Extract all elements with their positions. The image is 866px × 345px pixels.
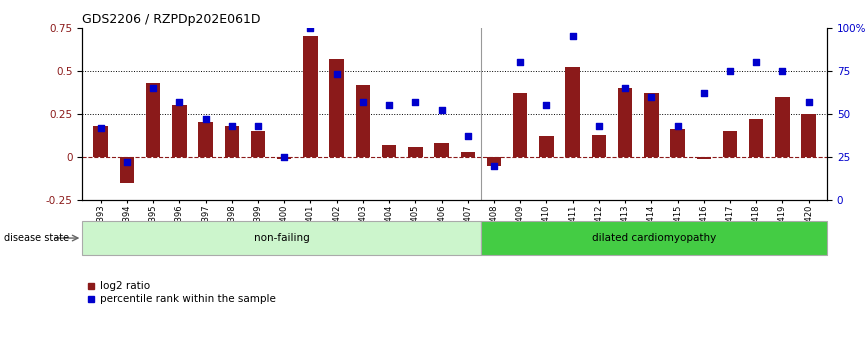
Bar	[145, 83, 160, 157]
Bar	[618, 88, 632, 157]
Point	[776, 68, 790, 73]
Bar	[356, 85, 370, 157]
Bar	[540, 136, 553, 157]
Text: dilated cardiomyopathy: dilated cardiomyopathy	[592, 233, 716, 243]
Bar	[565, 67, 580, 157]
Bar	[94, 126, 108, 157]
Point	[94, 125, 107, 130]
Bar	[513, 93, 527, 157]
Point	[802, 99, 816, 105]
Point	[277, 154, 291, 160]
Bar	[329, 59, 344, 157]
Bar	[749, 119, 764, 157]
Point	[382, 102, 396, 108]
Point	[565, 33, 579, 39]
Bar	[670, 129, 685, 157]
Bar	[591, 135, 606, 157]
Bar	[696, 157, 711, 159]
Point	[697, 90, 711, 96]
Point	[225, 123, 239, 129]
Bar	[461, 152, 475, 157]
Bar	[435, 143, 449, 157]
Bar	[277, 157, 291, 159]
Bar	[801, 114, 816, 157]
Bar	[644, 93, 658, 157]
Bar	[408, 147, 423, 157]
Point	[461, 134, 475, 139]
Text: non-failing: non-failing	[254, 233, 310, 243]
Point	[592, 123, 606, 129]
Bar	[487, 157, 501, 166]
Bar	[775, 97, 790, 157]
Bar	[172, 105, 186, 157]
Point	[172, 99, 186, 105]
Point	[723, 68, 737, 73]
Bar	[382, 145, 397, 157]
Bar	[198, 122, 213, 157]
Point	[198, 116, 212, 122]
Bar	[303, 36, 318, 157]
Point	[618, 85, 632, 91]
Point	[644, 94, 658, 99]
Point	[251, 123, 265, 129]
Bar	[224, 126, 239, 157]
Text: GDS2206 / RZPDp202E061D: GDS2206 / RZPDp202E061D	[82, 13, 261, 27]
Bar	[82, 221, 481, 255]
Bar	[251, 131, 265, 157]
Point	[487, 163, 501, 168]
Point	[435, 108, 449, 113]
Point	[670, 123, 684, 129]
Point	[356, 99, 370, 105]
Bar	[481, 221, 827, 255]
Point	[409, 99, 423, 105]
Point	[120, 159, 133, 165]
Text: disease state: disease state	[4, 233, 69, 243]
Point	[330, 71, 344, 77]
Point	[514, 59, 527, 65]
Bar	[120, 157, 134, 183]
Bar	[723, 131, 737, 157]
Point	[749, 59, 763, 65]
Point	[146, 85, 160, 91]
Point	[303, 25, 317, 30]
Point	[540, 102, 553, 108]
Legend: log2 ratio, percentile rank within the sample: log2 ratio, percentile rank within the s…	[87, 281, 276, 304]
